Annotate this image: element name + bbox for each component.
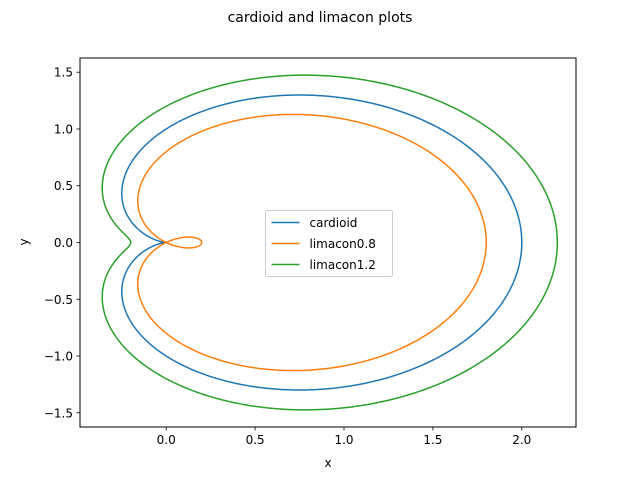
legend-label-cardioid: cardioid <box>310 216 358 230</box>
y-tick-label: 0.0 <box>54 236 73 250</box>
y-axis-label: y <box>17 238 31 245</box>
y-tick-label: 1.5 <box>54 66 73 80</box>
x-tick-label: 1.5 <box>423 433 442 447</box>
y-tick-label: 1.0 <box>54 122 73 136</box>
y-tick-label: −1.0 <box>44 350 73 364</box>
legend-label-limacon0.8: limacon0.8 <box>310 237 376 251</box>
y-tick-label: −0.5 <box>44 293 73 307</box>
x-axis-label: x <box>324 456 331 470</box>
legend-box <box>265 210 393 277</box>
legend: cardioid limacon0.8 limacon1.2 <box>265 210 393 277</box>
x-tick-label: 0.0 <box>157 433 176 447</box>
x-tick-label: 1.0 <box>334 433 353 447</box>
x-tick-label: 2.0 <box>512 433 531 447</box>
series-line-limacon1.2 <box>101 74 559 411</box>
legend-label-limacon1.2: limacon1.2 <box>310 258 376 272</box>
y-tick-label: −1.5 <box>44 406 73 420</box>
plot-area <box>101 74 559 411</box>
y-axis: −1.5 −1.0 −0.5 0.0 0.5 1.0 1.5 <box>44 66 80 420</box>
x-tick-label: 0.5 <box>246 433 265 447</box>
x-axis: 0.0 0.5 1.0 1.5 2.0 <box>157 427 531 447</box>
chart-title: cardioid and limacon plots <box>228 10 413 26</box>
series-line-limacon0.8 <box>137 113 487 372</box>
y-tick-label: 0.5 <box>54 179 73 193</box>
